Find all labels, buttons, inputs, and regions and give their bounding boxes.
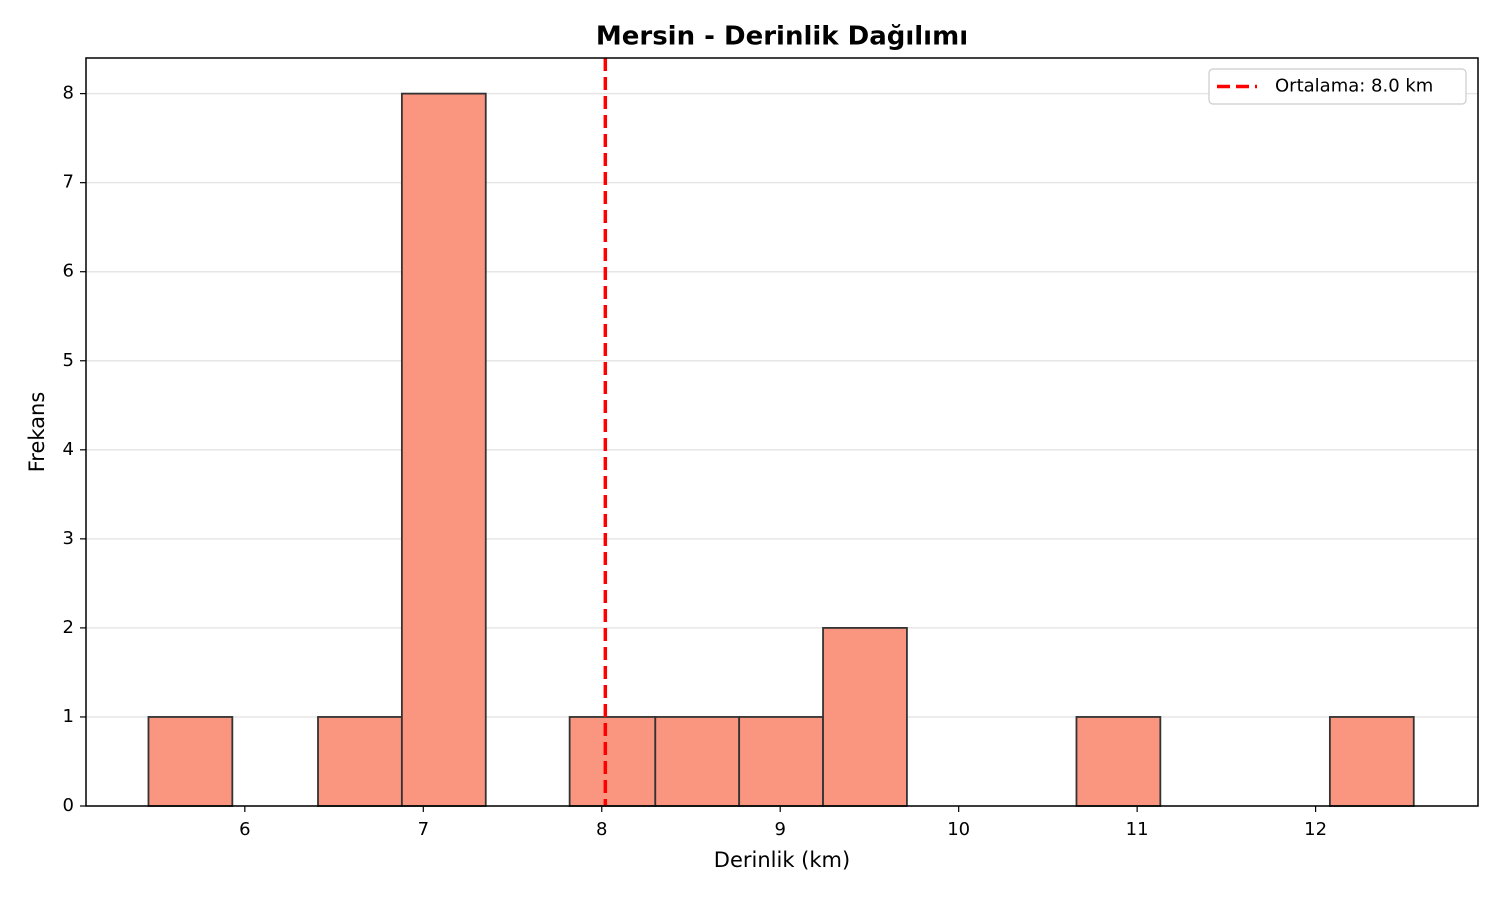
y-tick-label: 3 xyxy=(63,528,74,549)
bar xyxy=(822,627,908,807)
bar xyxy=(317,716,403,807)
y-tick-label: 8 xyxy=(63,83,74,104)
y-tick-label: 1 xyxy=(63,706,74,727)
y-tick-label: 7 xyxy=(63,172,74,193)
x-tick-label: 7 xyxy=(418,819,429,840)
axes-frame xyxy=(85,57,1479,807)
bar xyxy=(1075,716,1162,807)
y-tick-label: 2 xyxy=(63,617,74,638)
bar xyxy=(654,716,741,807)
y-tick-label: 6 xyxy=(63,261,74,282)
bar xyxy=(1328,716,1415,807)
x-tick-label: 12 xyxy=(1304,819,1327,840)
bar xyxy=(400,92,487,807)
x-axis-label: Derinlik (km) xyxy=(714,848,850,872)
y-axis-label: Frekans xyxy=(25,392,49,473)
y-tick-label: 4 xyxy=(63,439,74,460)
bar xyxy=(147,716,234,807)
legend-box xyxy=(1208,68,1467,105)
y-tick-label: 0 xyxy=(63,795,74,816)
chart-title: Mersin - Derinlik Dağılımı xyxy=(596,22,968,52)
x-tick-label: 10 xyxy=(947,819,970,840)
bar xyxy=(568,716,657,807)
legend-label: Ortalama: 8.0 km xyxy=(1275,76,1433,97)
y-tick-label: 5 xyxy=(63,350,74,371)
x-tick-label: 8 xyxy=(596,819,607,840)
x-tick-label: 6 xyxy=(239,819,250,840)
x-tick-label: 11 xyxy=(1126,819,1149,840)
bar xyxy=(738,716,824,807)
x-tick-label: 9 xyxy=(774,819,785,840)
